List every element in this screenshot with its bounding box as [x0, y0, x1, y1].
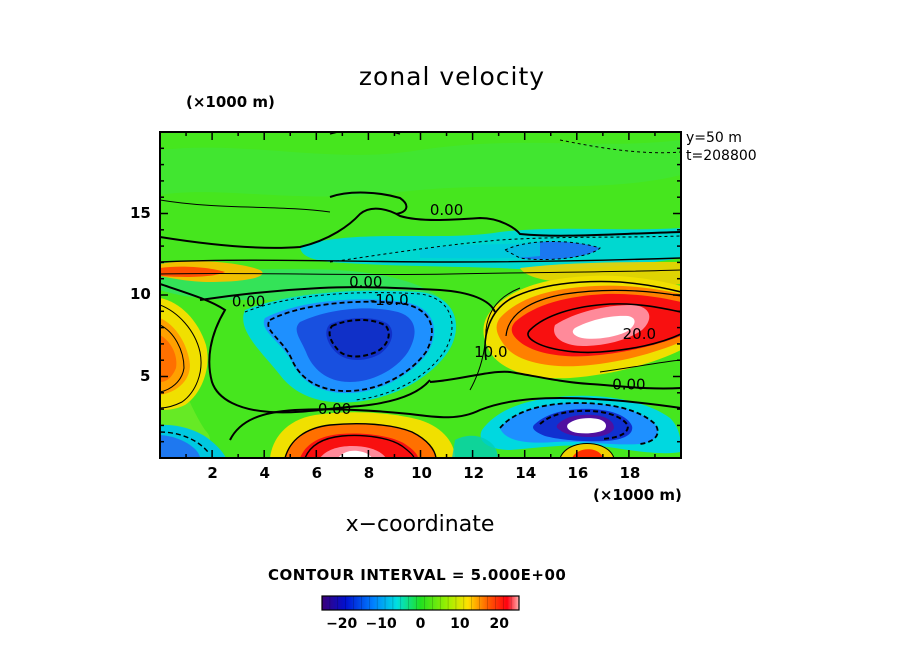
contour-label: 10.0 [474, 343, 507, 361]
contour-negative-band-core [503, 241, 601, 260]
x-tick-label: 14 [515, 464, 537, 482]
contour-negative-band [329, 235, 681, 263]
colorbar-cells: −20 −10 0 10 20 [326, 596, 512, 632]
contour-positive-bottom-inner [304, 434, 415, 458]
contour-twenty-positive [527, 303, 681, 354]
x-tick-label: 4 [259, 464, 270, 482]
x-tick-label: 12 [463, 464, 485, 482]
colorbar-tick-label: 10 [450, 616, 470, 632]
contour-negative-bottom [499, 402, 659, 445]
y-tick-label: 10 [130, 285, 151, 303]
contour-negative-bottom-inner [539, 409, 630, 440]
negative-band-edge [420, 242, 540, 259]
x-tick-label: 10 [411, 464, 432, 482]
contour-positive-bottom [284, 422, 437, 458]
contour-left-inner [160, 324, 185, 393]
y-axis-unit: (×1000 m) [186, 93, 275, 111]
contour-band-line-2 [160, 257, 681, 263]
contour-zero-top [160, 207, 681, 249]
meta-time: t=208800 [686, 148, 757, 164]
negative-corner-left-core [160, 435, 200, 458]
positive-jet-core [572, 315, 635, 339]
colorbar-tick-label: −10 [365, 616, 396, 632]
contour-label: 0.00 [318, 400, 351, 418]
contour-ten-positive [484, 280, 681, 361]
positive-band-left-core [160, 266, 225, 277]
negative-jet-core [326, 318, 393, 360]
contour-label: 0.00 [232, 293, 265, 311]
contour-labels: 0.000.000.00 -10.010.020.00.000.00 [232, 201, 656, 418]
contour-label: 0.00 [612, 376, 645, 394]
negative-bottom-mid [452, 435, 498, 458]
bottom-right-spot-core [572, 449, 603, 458]
contour-thin-mid-right [469, 287, 521, 391]
weak-field-upper [160, 140, 681, 197]
colorbar-tick-label: −20 [326, 616, 357, 632]
x-axis-unit: (×1000 m) [593, 486, 682, 504]
contour-label: 0.00 [349, 273, 382, 291]
contour-zero-left [160, 283, 431, 414]
contour-label: -10.0 [370, 291, 409, 309]
meta-y-level: y=50 m [686, 130, 742, 146]
contour-label: 0.00 [430, 201, 463, 219]
x-tick-label: 6 [311, 464, 323, 482]
contour-thin-upper [160, 199, 331, 213]
heatmap-field [160, 132, 681, 458]
contour-negative-five [244, 292, 453, 401]
colorbar-gradient [322, 596, 519, 610]
axis-ticks [160, 132, 681, 458]
contour-thin-upper-right [559, 139, 681, 154]
contour-lines [160, 132, 681, 458]
y-tick-label: 15 [130, 203, 151, 222]
contour-zero-top-small [329, 191, 408, 215]
x-axis-label: x−coordinate [345, 512, 495, 537]
y-tick-label: 5 [140, 366, 151, 385]
negative-core-center [567, 418, 606, 434]
contour-left-edge [160, 304, 202, 409]
contour-negative-fifteen [328, 319, 390, 358]
chart-title: zonal velocity [358, 62, 546, 91]
colorbar-tick-label: 0 [416, 616, 426, 632]
contour-zero-mid [199, 286, 496, 313]
positive-left-edge-inner [160, 335, 177, 382]
x-tick-label: 16 [567, 464, 589, 482]
colorbar-tick-label: 20 [490, 616, 510, 632]
contour-label: 20.0 [623, 325, 656, 343]
contour-interval-text: CONTOUR INTERVAL = 5.000E+00 [268, 566, 567, 584]
contour-band-line [160, 269, 681, 276]
x-tick-label: 18 [619, 464, 641, 482]
contour-bottom-left-neg [160, 431, 209, 453]
contour-fifteen-positive [505, 289, 681, 337]
contour-thin-right [599, 359, 681, 373]
contour-zero-right [429, 370, 681, 390]
contour-zero-bottom [229, 396, 681, 441]
x-tick-label: 2 [207, 464, 218, 482]
positive-core-center [338, 450, 372, 458]
contour-bottom-spot [559, 443, 615, 458]
x-tick-label: 8 [363, 464, 375, 482]
contour-negative-ten [267, 300, 433, 392]
colorbar: −20 −10 0 10 20 [321, 595, 520, 632]
colorbar-frame [321, 595, 520, 611]
